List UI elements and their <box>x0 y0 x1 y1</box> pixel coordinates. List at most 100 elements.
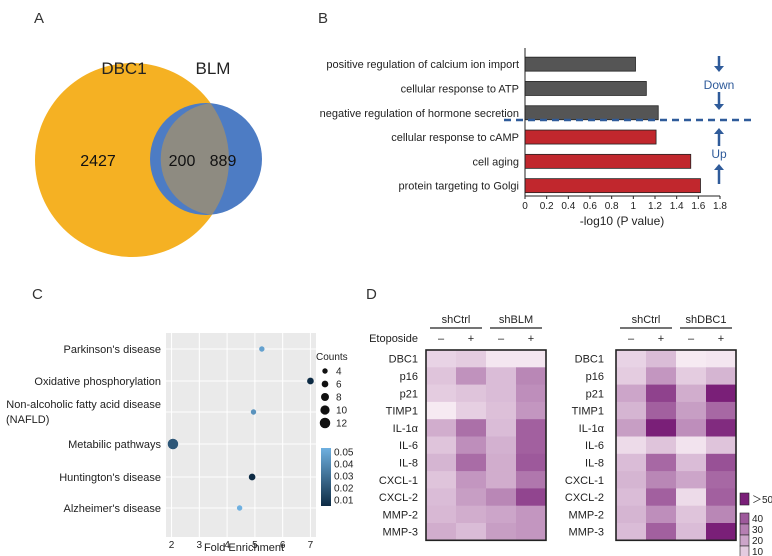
dot-x-tick-label: 2 <box>169 540 175 551</box>
heatmap-cell <box>456 419 487 437</box>
counts-legend-dot <box>321 393 329 401</box>
heatmap-cell <box>426 367 457 386</box>
heatmap-cell <box>426 471 457 489</box>
scale-top-label: ＞50 <box>752 495 772 506</box>
dot-x-tick-label: 6 <box>280 540 286 551</box>
etoposide-sign: + <box>468 333 474 345</box>
etoposide-sign: – <box>498 333 505 345</box>
panel-label-b: B <box>318 10 329 27</box>
pathway-label: Huntington's disease <box>59 472 161 484</box>
heatmap-cell <box>516 488 547 507</box>
up-arrow-head <box>714 128 724 134</box>
bar-x-tick-label: 0.6 <box>583 201 597 212</box>
heatmap-cell <box>486 488 517 507</box>
panel-label-c: C <box>32 286 43 303</box>
heatmap-row-label: CXCL-1 <box>565 475 604 487</box>
heatmap-cell <box>676 436 707 455</box>
heatmap-cell <box>456 350 487 368</box>
pvalue-colorbar <box>321 448 331 506</box>
heatmap-cell <box>426 488 457 507</box>
go-term-label: cellular response to ATP <box>401 83 519 95</box>
heatmap-cell <box>426 350 457 368</box>
heatmap-cell <box>486 436 517 455</box>
counts-legend-label: 6 <box>336 380 342 391</box>
heatmap-cell <box>516 505 547 524</box>
etoposide-sign: – <box>688 333 695 345</box>
scale-swatch <box>739 534 750 547</box>
etoposide-sign: + <box>528 333 534 345</box>
heatmap-row-label: IL-8 <box>585 457 604 469</box>
heatmap-cell <box>616 384 647 403</box>
heatmap-cell <box>426 384 457 403</box>
pvalue-legend-label: 0.03 <box>334 472 354 483</box>
heatmap-cell <box>706 523 737 541</box>
heatmap-cell <box>676 505 707 524</box>
heatmap-cell <box>516 384 547 403</box>
heatmap-cell <box>616 401 647 420</box>
heatmap-row-label: MMP-2 <box>383 509 418 521</box>
dot-x-tick-label: 4 <box>224 540 230 551</box>
heatmap-cell <box>426 505 457 524</box>
heatmap-cell <box>456 367 487 386</box>
heatmap-cell <box>646 401 677 420</box>
counts-legend-label: 10 <box>336 406 348 417</box>
heatmap-cell <box>646 523 677 541</box>
heatmap-cell <box>706 471 737 489</box>
heatmap-cell <box>486 523 517 541</box>
dot-plot-background <box>166 333 316 537</box>
heatmap-cell <box>616 367 647 386</box>
heatmap-cell <box>616 523 647 541</box>
heatmap-row-label: TIMP1 <box>572 406 604 418</box>
heatmap-group-label: shBLM <box>499 314 533 326</box>
venn-overlap <box>160 103 230 215</box>
heatmap-cell <box>486 471 517 489</box>
heatmap-row-label: CXCL-2 <box>565 492 604 504</box>
heatmap-cell <box>706 401 737 420</box>
heatmap-row-label: MMP-2 <box>569 509 604 521</box>
pathway-sublabel: (NAFLD) <box>6 414 49 426</box>
etoposide-sign: + <box>658 333 664 345</box>
heatmap-group-label: shDBC1 <box>686 314 727 326</box>
heatmap-cell <box>676 453 707 472</box>
heatmap-cell <box>486 401 517 420</box>
heatmap-cell <box>706 350 737 368</box>
heatmap-cell <box>676 350 707 368</box>
pathway-label: Oxidative phosphorylation <box>34 376 161 388</box>
counts-legend-title: Counts <box>316 352 348 363</box>
heatmap-cell <box>456 436 487 455</box>
heatmap-cell <box>616 453 647 472</box>
bar-x-tick-label: 1.8 <box>713 201 727 212</box>
heatmap-cell <box>676 401 707 420</box>
heatmap-cell <box>516 453 547 472</box>
panel-label-a: A <box>34 10 45 27</box>
heatmap-cell <box>646 505 677 524</box>
scale-swatch <box>739 545 750 556</box>
heatmap-cell <box>706 453 737 472</box>
etoposide-sign: + <box>718 333 724 345</box>
scale-top-swatch <box>739 492 750 506</box>
bar-x-tick-label: 0.4 <box>561 201 575 212</box>
counts-legend-label: 4 <box>336 367 342 378</box>
heatmap-cell <box>616 436 647 455</box>
heatmap-cell <box>456 505 487 524</box>
heatmap-cell <box>516 350 547 368</box>
pathway-label: Parkinson's disease <box>64 344 162 356</box>
heatmap-border <box>425 349 547 542</box>
dot-x-tick-label: 5 <box>252 540 258 551</box>
go-term-label: cell aging <box>473 156 519 168</box>
bar-x-tick-label: 0 <box>522 201 528 212</box>
pvalue-legend-label: 0.01 <box>334 496 354 507</box>
heatmap-cell <box>486 453 517 472</box>
heatmap-cell <box>646 367 677 386</box>
dot-x-axis-title: Fold Enrichment <box>204 542 284 554</box>
scale-swatch <box>739 523 750 536</box>
heatmap-cell <box>676 488 707 507</box>
heatmap-row-label: IL-8 <box>399 457 418 469</box>
pathway-label: Alzheimer's disease <box>64 503 161 515</box>
heatmap-cell <box>646 471 677 489</box>
venn-label-dbc1: DBC1 <box>101 59 146 78</box>
go-term-label: protein targeting to Golgi <box>399 181 519 193</box>
heatmap-row-label: IL-1α <box>393 423 419 435</box>
